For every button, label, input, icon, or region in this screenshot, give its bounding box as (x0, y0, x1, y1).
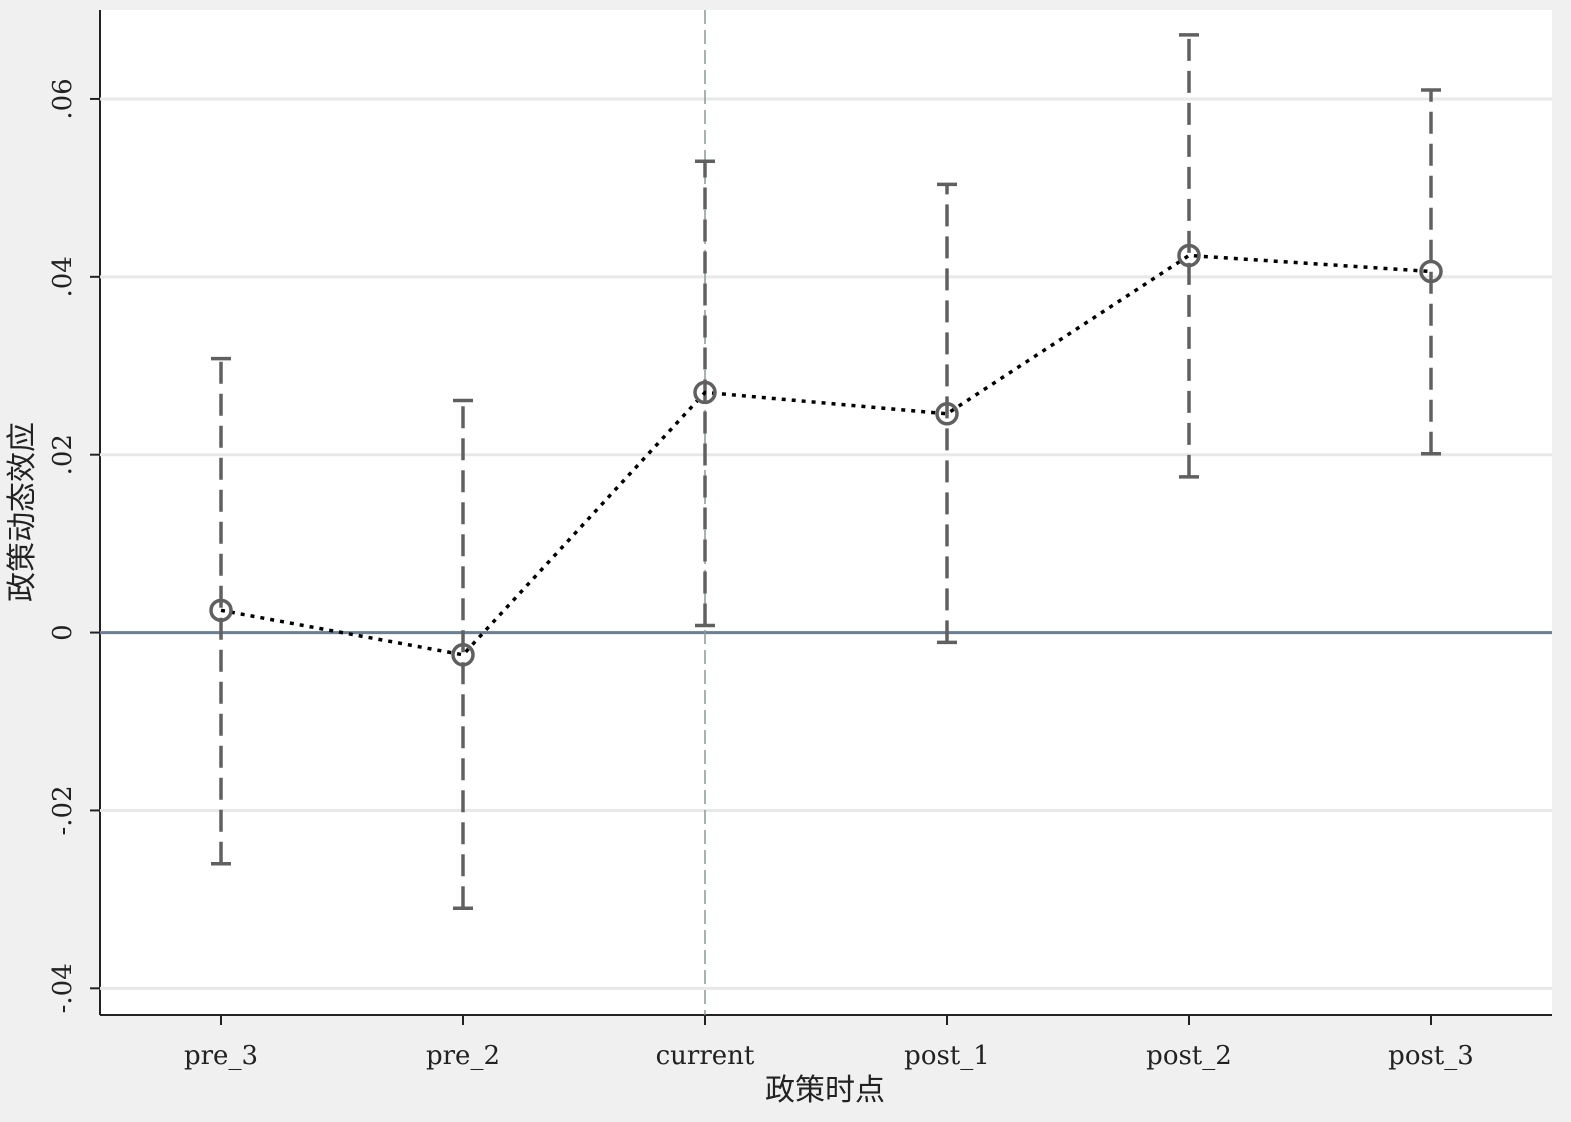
x-tick-label: pre_3 (184, 1041, 258, 1071)
y-tick-label: 0 (48, 624, 78, 641)
y-tick-label: .04 (48, 256, 78, 297)
x-tick-label: post_3 (1388, 1041, 1474, 1071)
x-tick-label: pre_2 (426, 1041, 500, 1071)
x-tick-label: post_1 (904, 1041, 990, 1071)
estimate-marker (693, 380, 717, 405)
x-tick-label: post_2 (1146, 1041, 1232, 1071)
y-axis-title: 政策动态效应 (5, 422, 40, 602)
estimate-marker (1419, 259, 1443, 284)
estimate-marker (209, 598, 233, 623)
x-tick-label: current (656, 1041, 755, 1071)
estimate-marker (935, 402, 959, 426)
estimate-marker (451, 643, 475, 667)
y-tick-label: .06 (48, 78, 78, 119)
y-tick-label: -.02 (48, 785, 78, 835)
x-axis-title: 政策时点 (765, 1073, 885, 1108)
y-tick-label: .02 (48, 434, 78, 475)
y-tick-label: -.04 (48, 963, 78, 1013)
estimate-marker (1177, 243, 1201, 268)
plot-area (100, 10, 1552, 1015)
